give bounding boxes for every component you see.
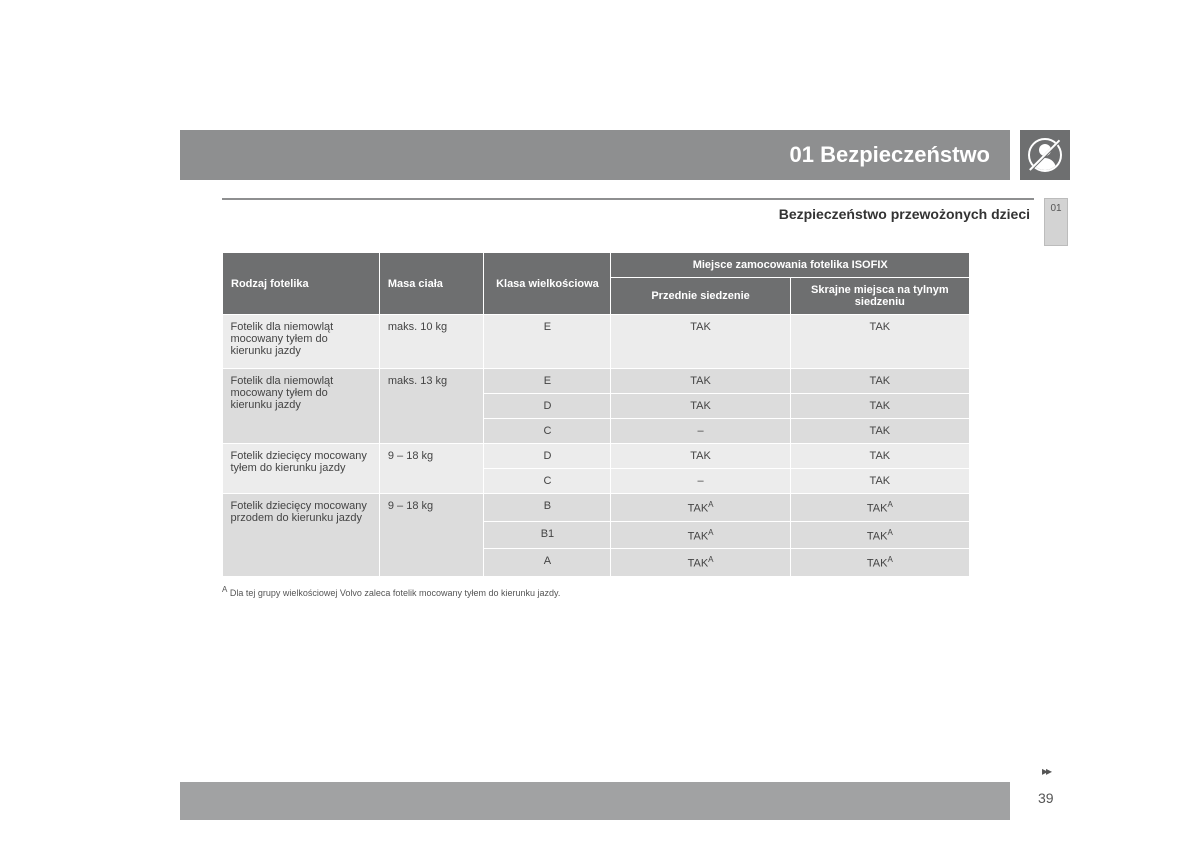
cell-rear: TAK xyxy=(790,469,969,494)
cell-class: A xyxy=(484,549,611,577)
cell-type: Fotelik dla niemowląt mocowany tyłem do … xyxy=(223,369,380,444)
cell-front: TAKA xyxy=(611,494,790,522)
cell-class: D xyxy=(484,394,611,419)
th-mount-group: Miejsce zamocowania fotelika ISOFIX xyxy=(611,253,970,278)
cell-front: TAKA xyxy=(611,549,790,577)
cell-mass: 9 – 18 kg xyxy=(379,444,484,494)
th-front: Przednie siedzenie xyxy=(611,278,790,315)
footnote-text: Dla tej grupy wielkościowej Volvo zaleca… xyxy=(230,588,560,598)
cell-rear: TAK xyxy=(790,315,969,369)
th-class: Klasa wielkościowa xyxy=(484,253,611,315)
table-head: Rodzaj fotelika Masa ciała Klasa wielkoś… xyxy=(223,253,970,315)
table-row: Fotelik dziecięcy mocowany tyłem do kier… xyxy=(223,444,970,469)
cell-front: – xyxy=(611,419,790,444)
isofix-table-wrap: Rodzaj fotelika Masa ciała Klasa wielkoś… xyxy=(222,252,970,577)
table-row: Fotelik dziecięcy mocowany przodem do ki… xyxy=(223,494,970,522)
continue-icon: ▸▸ xyxy=(1042,764,1050,778)
cell-front: TAKA xyxy=(611,521,790,549)
cell-mass: maks. 13 kg xyxy=(379,369,484,444)
section-title: Bezpieczeństwo przewożonych dzieci xyxy=(779,206,1030,222)
table-row: Fotelik dla niemowląt mocowany tyłem do … xyxy=(223,369,970,394)
isofix-table: Rodzaj fotelika Masa ciała Klasa wielkoś… xyxy=(222,252,970,577)
table-row: Fotelik dla niemowląt mocowany tyłem do … xyxy=(223,315,970,369)
cell-front: TAK xyxy=(611,394,790,419)
cell-front: TAK xyxy=(611,444,790,469)
cell-mass: maks. 10 kg xyxy=(379,315,484,369)
chapter-header-bar: 01 Bezpieczeństwo xyxy=(180,130,1010,180)
cell-rear: TAKA xyxy=(790,521,969,549)
cell-front: TAK xyxy=(611,315,790,369)
cell-class: B xyxy=(484,494,611,522)
cell-rear: TAK xyxy=(790,419,969,444)
section-tab: 01 xyxy=(1044,198,1068,246)
page-number: 39 xyxy=(1038,790,1054,806)
cell-mass: 9 – 18 kg xyxy=(379,494,484,577)
footnote: A Dla tej grupy wielkościowej Volvo zale… xyxy=(222,585,560,598)
chapter-title: 01 Bezpieczeństwo xyxy=(789,142,990,168)
cell-rear: TAK xyxy=(790,369,969,394)
footer-bar xyxy=(180,782,1010,820)
cell-front: TAK xyxy=(611,369,790,394)
cell-front: – xyxy=(611,469,790,494)
cell-class: D xyxy=(484,444,611,469)
section-tab-label: 01 xyxy=(1050,203,1061,214)
cell-class: E xyxy=(484,315,611,369)
cell-type: Fotelik dla niemowląt mocowany tyłem do … xyxy=(223,315,380,369)
cell-class: E xyxy=(484,369,611,394)
th-mass: Masa ciała xyxy=(379,253,484,315)
cell-type: Fotelik dziecięcy mocowany tyłem do kier… xyxy=(223,444,380,494)
cell-rear: TAKA xyxy=(790,494,969,522)
cell-rear: TAKA xyxy=(790,549,969,577)
cell-class: B1 xyxy=(484,521,611,549)
cell-rear: TAK xyxy=(790,394,969,419)
cell-type: Fotelik dziecięcy mocowany przodem do ki… xyxy=(223,494,380,577)
footnote-marker: A xyxy=(222,585,227,594)
cell-class: C xyxy=(484,469,611,494)
section-subheader: Bezpieczeństwo przewożonych dzieci xyxy=(222,198,1034,222)
cell-class: C xyxy=(484,419,611,444)
cell-rear: TAK xyxy=(790,444,969,469)
th-type: Rodzaj fotelika xyxy=(223,253,380,315)
table-body: Fotelik dla niemowląt mocowany tyłem do … xyxy=(223,315,970,577)
th-rear: Skrajne miejsca na tylnym siedzeniu xyxy=(790,278,969,315)
chapter-icon-box xyxy=(1020,130,1070,180)
